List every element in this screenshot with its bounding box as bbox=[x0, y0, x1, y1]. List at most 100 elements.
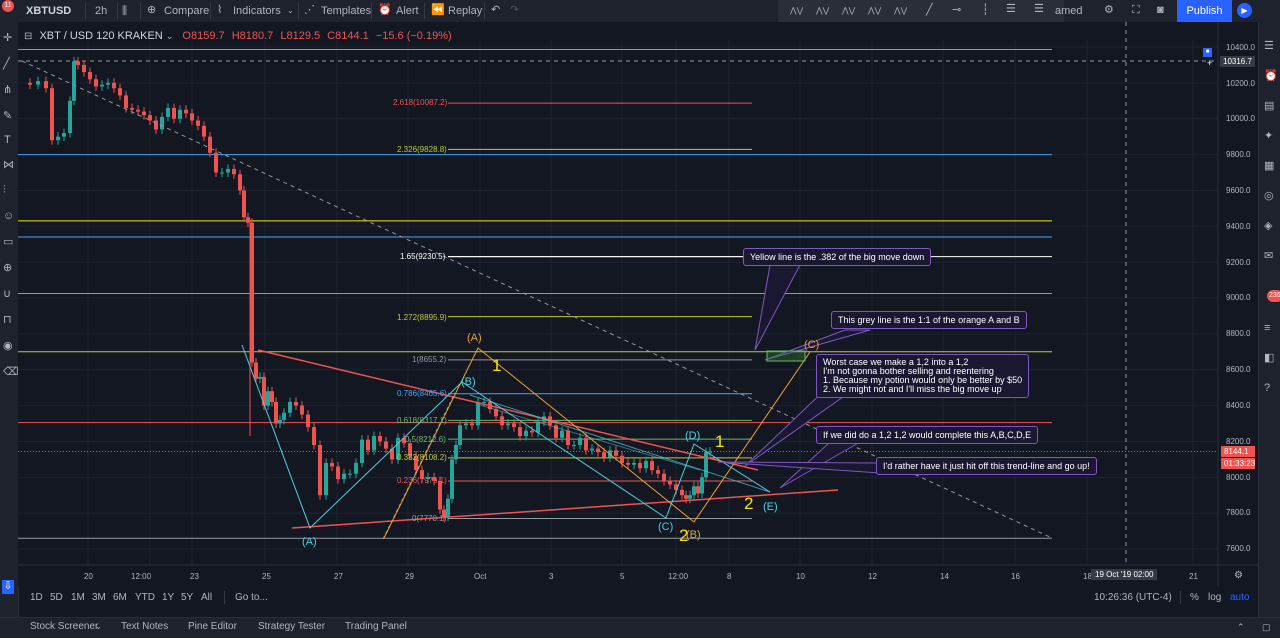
chevron-down-icon[interactable]: ⌄ bbox=[95, 622, 102, 631]
compare-button[interactable]: Compare bbox=[164, 5, 210, 17]
trash-icon[interactable]: ⌫ bbox=[3, 366, 19, 378]
annotation-callout[interactable]: Yellow line is the .382 of the big move … bbox=[743, 248, 932, 266]
magnet-icon[interactable]: ∪ bbox=[3, 288, 12, 300]
tab-pine-editor[interactable]: Pine Editor bbox=[188, 621, 237, 632]
clock-display[interactable]: 10:26:36 (UTC-4) bbox=[1094, 592, 1172, 603]
horizontal-ray-icon[interactable]: ⊸ bbox=[952, 4, 962, 16]
wave-c-orange-label[interactable]: (C) bbox=[804, 339, 820, 351]
undo-icon[interactable]: ↶ bbox=[491, 4, 501, 16]
annotation-callout[interactable]: I'd rather have it just hit off this tre… bbox=[876, 457, 1097, 475]
wave-b-cyan-label[interactable]: (B) bbox=[461, 376, 476, 388]
wave-1-label[interactable]: 1 bbox=[492, 356, 502, 375]
eye-icon[interactable]: ◉ bbox=[3, 340, 13, 352]
alert-flag-icon[interactable]: ■ bbox=[1203, 48, 1212, 57]
zoom-in-icon[interactable]: ⊕ bbox=[3, 262, 13, 274]
wave-1-label[interactable]: 1 bbox=[715, 432, 725, 451]
legend-title[interactable]: XBT / USD 120 KRAKEN bbox=[39, 30, 163, 42]
fib-level-label[interactable]: 1.272(8895.9) bbox=[397, 313, 447, 322]
alerts-icon[interactable]: ⏰ bbox=[1264, 70, 1278, 82]
prediction-icon[interactable]: ⫶ bbox=[3, 184, 6, 196]
wave-d-cyan-label[interactable]: (D) bbox=[685, 430, 701, 442]
collapse-icon[interactable]: ⊟ bbox=[24, 31, 33, 42]
brush-icon[interactable]: ✎ bbox=[3, 110, 13, 122]
chevron-down-icon[interactable]: ⌄ bbox=[165, 31, 174, 41]
templates-button[interactable]: Templates bbox=[321, 5, 372, 17]
favorite-icon[interactable]: ⇩ bbox=[2, 580, 14, 594]
fullscreen-icon[interactable]: ⛶ bbox=[1132, 4, 1140, 16]
fib-level-label[interactable]: 2.618(10087.2) bbox=[393, 98, 448, 107]
hotlist-icon[interactable]: ✦ bbox=[1264, 130, 1274, 142]
wave-b-orange-label[interactable]: (B) bbox=[686, 529, 701, 541]
fib-level-label[interactable]: 0(7770.1) bbox=[412, 514, 447, 523]
fib-level-label[interactable]: 2.326(9828.8) bbox=[397, 145, 447, 154]
crosshair-icon[interactable]: ✛ bbox=[3, 32, 13, 44]
fib-fan-icon[interactable]: ☰ bbox=[1034, 3, 1044, 15]
data-window-icon[interactable]: ▤ bbox=[1264, 100, 1275, 112]
wave-2-label[interactable]: 2 bbox=[679, 526, 689, 545]
fib-retracement-icon[interactable]: ☰ bbox=[1006, 3, 1016, 15]
text-icon[interactable]: T bbox=[4, 134, 11, 146]
tab-strategy-tester[interactable]: Strategy Tester bbox=[258, 621, 326, 632]
add-alert-icon[interactable]: + bbox=[1207, 58, 1213, 68]
pitchfork-icon[interactable]: ⋔ bbox=[3, 84, 13, 96]
lock-icon[interactable]: ⊓ bbox=[3, 314, 12, 326]
vertical-line-icon[interactable]: ┆ bbox=[982, 4, 989, 16]
calendar-icon[interactable]: ▦ bbox=[1264, 160, 1275, 172]
ruler-icon[interactable]: ▭ bbox=[3, 236, 14, 248]
wave-e-cyan-label[interactable]: (E) bbox=[763, 501, 778, 513]
wave-2-label[interactable]: 2 bbox=[744, 494, 754, 513]
ideas-icon[interactable]: ◎ bbox=[1264, 190, 1274, 202]
range-6m[interactable]: 6M bbox=[113, 592, 127, 603]
symbol-search[interactable]: XBTUSD bbox=[26, 5, 72, 17]
tab-text-notes[interactable]: Text Notes bbox=[121, 621, 169, 632]
gear-icon[interactable]: ⚙ bbox=[1104, 4, 1114, 16]
candles-icon[interactable]: ⫼ bbox=[122, 5, 128, 17]
play-circle-icon[interactable]: ▶ bbox=[1237, 3, 1252, 18]
help-icon[interactable]: ? bbox=[1264, 382, 1271, 394]
wave-a-cyan-label[interactable]: (A) bbox=[302, 536, 317, 548]
range-1m[interactable]: 1M bbox=[71, 592, 85, 603]
fib-level-label[interactable]: 0.5(8212.6) bbox=[405, 435, 446, 444]
depth-icon[interactable]: ◧ bbox=[1264, 352, 1275, 364]
fib-level-label[interactable]: 0.236(7979.1) bbox=[397, 476, 447, 485]
fib-level-label[interactable]: 0.382(8108.2) bbox=[397, 453, 447, 462]
fib-level-label[interactable]: 1.65(9230.5) bbox=[400, 252, 446, 261]
interval-button[interactable]: 2h bbox=[95, 5, 108, 17]
range-1d[interactable]: 1D bbox=[30, 592, 43, 603]
range-5y[interactable]: 5Y bbox=[181, 592, 194, 603]
fib-level-label[interactable]: 0.618(8317.1) bbox=[397, 416, 447, 425]
chat-icon[interactable]: ✉ bbox=[1264, 250, 1274, 262]
annotation-callout[interactable]: This grey line is the 1:1 of the orange … bbox=[831, 311, 1027, 329]
tab-stock-screener[interactable]: Stock Screener bbox=[30, 621, 99, 632]
publish-button[interactable]: Publish bbox=[1177, 0, 1232, 22]
fib-level-label[interactable]: 0.786(8465.6) bbox=[397, 389, 447, 398]
head-shoulders-icon[interactable]: ⋀⋁ bbox=[842, 6, 856, 15]
alert-button[interactable]: Alert bbox=[396, 5, 419, 17]
log-scale-toggle[interactable]: log bbox=[1208, 592, 1222, 603]
fib-level-label[interactable]: 1(8655.2) bbox=[412, 355, 447, 364]
replay-button[interactable]: Replay bbox=[448, 5, 483, 17]
abcd-pattern-icon[interactable]: ⋀⋁ bbox=[790, 6, 804, 15]
pattern-icon[interactable]: ⋈ bbox=[3, 159, 14, 171]
maximize-panel-icon[interactable]: ⌃ bbox=[1237, 622, 1245, 632]
range-1y[interactable]: 1Y bbox=[162, 592, 175, 603]
trend-line-icon[interactable]: ╱ bbox=[3, 58, 10, 70]
range-ytd[interactable]: YTD bbox=[135, 592, 155, 603]
range-3m[interactable]: 3M bbox=[92, 592, 106, 603]
auto-scale-toggle[interactable]: auto bbox=[1230, 592, 1250, 603]
xabcd-pattern-icon[interactable]: ⋀⋁ bbox=[816, 6, 830, 15]
redo-icon[interactable]: ↷ bbox=[510, 4, 520, 16]
notification-badge[interactable]: 11 bbox=[2, 0, 14, 12]
icons-icon[interactable]: ☺ bbox=[3, 210, 15, 222]
notifications-badge[interactable]: 236 bbox=[1267, 290, 1280, 302]
abc-pattern-icon[interactable]: ⋀⋁ bbox=[868, 6, 882, 15]
annotation-callout[interactable]: Worst case we make a 1,2 into a 1,2 I'm … bbox=[816, 354, 1030, 398]
trend-line-icon[interactable]: ╱ bbox=[926, 4, 933, 16]
chevron-down-icon[interactable]: ⌄ bbox=[287, 6, 294, 15]
annotation-callout[interactable]: If we did do a 1,2 1,2 would complete th… bbox=[816, 426, 1039, 444]
goto-button[interactable]: Go to... bbox=[235, 592, 268, 603]
indicators-button[interactable]: Indicators bbox=[233, 5, 281, 17]
watchlist-icon[interactable]: ☰ bbox=[1264, 40, 1274, 52]
range-5d[interactable]: 5D bbox=[50, 592, 63, 603]
streams-icon[interactable]: ◈ bbox=[1264, 220, 1273, 232]
